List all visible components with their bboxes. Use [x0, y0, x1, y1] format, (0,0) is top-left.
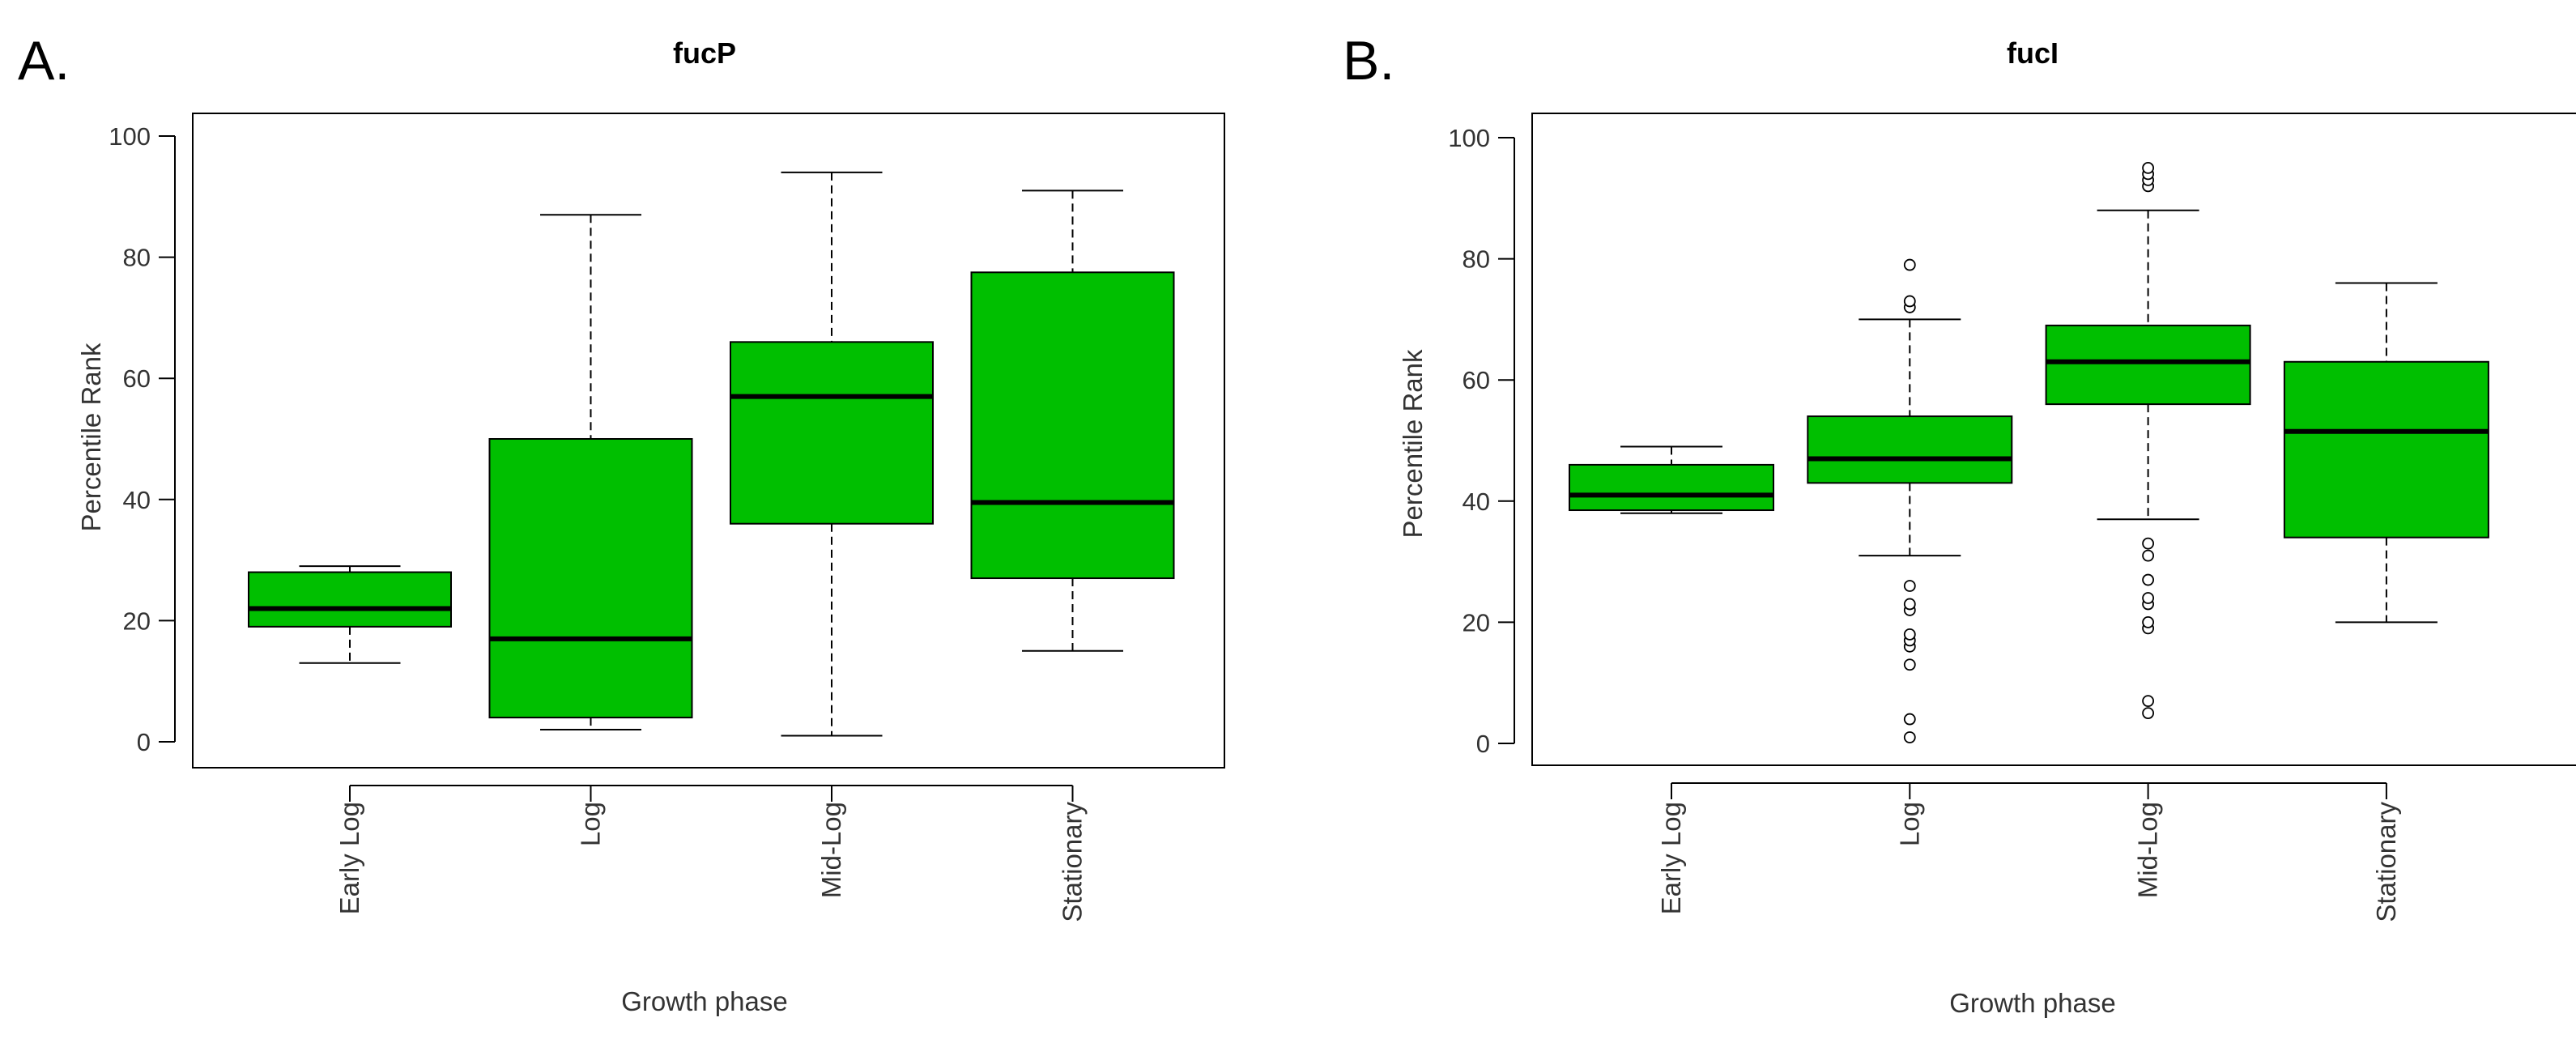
- plot-frame: [1531, 113, 2576, 766]
- x-category-label: Log: [576, 802, 606, 846]
- y-tick-label: 40: [1463, 488, 1490, 516]
- x-category-label: Stationary: [1058, 802, 1088, 922]
- y-axis-label: Percentile Rank: [76, 343, 106, 531]
- plot-frame: [192, 113, 1225, 769]
- y-tick-label: 0: [1476, 730, 1490, 758]
- outlier-point: [2142, 592, 2155, 604]
- outlier-point: [1903, 731, 1916, 743]
- iqr-box: [730, 341, 934, 525]
- x-category-label: Mid-Log: [816, 802, 846, 898]
- outlier-point: [1903, 295, 1916, 308]
- panel-letter-a: A.: [18, 30, 70, 92]
- chart-fuci: fucI Growth phase Percentile Rank 0 20 40 6…: [1398, 36, 2576, 1018]
- outlier-point: [1903, 628, 1916, 641]
- x-category-label: Stationary: [2371, 802, 2401, 922]
- box-mid-log: [730, 171, 934, 737]
- outlier-point: [1903, 598, 1916, 611]
- y-tick-label: 100: [1448, 124, 1490, 152]
- outlier-point: [1903, 658, 1916, 671]
- box-stationary: [2283, 282, 2489, 624]
- box-log: [488, 214, 693, 731]
- outlier-point: [1903, 713, 1916, 726]
- x-category-label: Mid-Log: [2133, 802, 2163, 898]
- y-tick-label: 60: [1463, 366, 1490, 394]
- box-stationary: [970, 189, 1175, 652]
- iqr-box: [2283, 360, 2489, 539]
- outlier-point: [2142, 161, 2155, 174]
- iqr-box: [970, 271, 1175, 580]
- outlier-point: [2142, 537, 2155, 550]
- iqr-box: [2045, 324, 2251, 406]
- y-tick-label: 20: [123, 607, 151, 635]
- y-tick-label: 60: [123, 364, 151, 393]
- y-axis-label: Percentile Rank: [1398, 349, 1428, 538]
- chart-title: fucI: [2007, 36, 2059, 70]
- iqr-box: [248, 571, 452, 628]
- box-log: [1807, 258, 2013, 743]
- box-mid-log: [2045, 161, 2251, 719]
- iqr-box: [488, 438, 693, 719]
- y-tick-label: 80: [1463, 245, 1490, 274]
- y-tick-label: 40: [123, 486, 151, 514]
- panel-letter-b: B.: [1343, 30, 1394, 92]
- x-category-label: Early Log: [334, 802, 364, 914]
- y-tick-label: 80: [123, 244, 151, 272]
- box-early-log: [248, 565, 452, 664]
- y-tick-label: 100: [109, 122, 151, 151]
- outlier-point: [2142, 707, 2155, 719]
- outlier-point: [2142, 616, 2155, 628]
- outlier-point: [1903, 258, 1916, 271]
- outlier-point: [2142, 695, 2155, 708]
- y-tick-label: 20: [1463, 608, 1490, 637]
- box-early-log: [1569, 445, 1774, 514]
- x-category-label: Log: [1894, 802, 1924, 846]
- x-axis-label: Growth phase: [1949, 988, 2115, 1018]
- y-tick-label: 0: [137, 728, 151, 756]
- chart-fucp: fucP Growth phase Percentile Rank 0 20 40 6…: [76, 36, 1225, 1016]
- x-axis-label: Growth phase: [621, 986, 787, 1016]
- outlier-point: [2142, 549, 2155, 562]
- chart-title: fucP: [673, 36, 736, 70]
- outlier-point: [2142, 573, 2155, 586]
- outlier-point: [1903, 580, 1916, 592]
- x-category-label: Early Log: [1656, 802, 1686, 914]
- iqr-box: [1807, 415, 2013, 484]
- iqr-box: [1569, 463, 1774, 512]
